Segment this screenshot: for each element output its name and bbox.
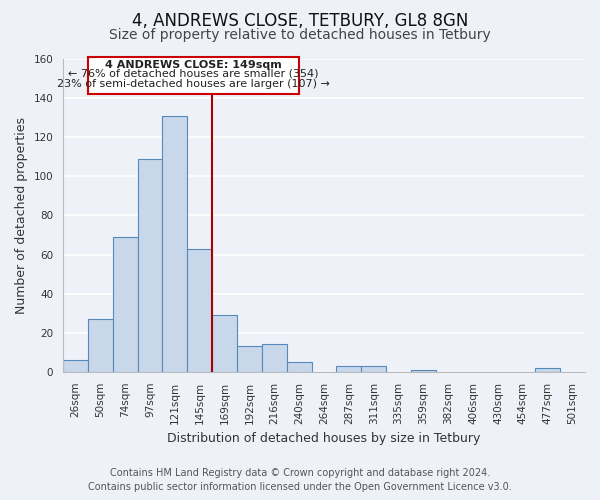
Bar <box>113 237 137 372</box>
Text: 4, ANDREWS CLOSE, TETBURY, GL8 8GN: 4, ANDREWS CLOSE, TETBURY, GL8 8GN <box>132 12 468 30</box>
Bar <box>287 362 311 372</box>
Bar <box>237 346 262 372</box>
Y-axis label: Number of detached properties: Number of detached properties <box>15 117 28 314</box>
Text: 4 ANDREWS CLOSE: 149sqm: 4 ANDREWS CLOSE: 149sqm <box>105 60 282 70</box>
FancyBboxPatch shape <box>88 57 299 94</box>
Text: 23% of semi-detached houses are larger (107) →: 23% of semi-detached houses are larger (… <box>57 78 330 88</box>
Bar <box>361 366 386 372</box>
Bar <box>187 248 212 372</box>
Bar <box>88 319 113 372</box>
Bar <box>137 158 163 372</box>
Bar <box>337 366 361 372</box>
Text: ← 76% of detached houses are smaller (354): ← 76% of detached houses are smaller (35… <box>68 69 319 79</box>
Text: Size of property relative to detached houses in Tetbury: Size of property relative to detached ho… <box>109 28 491 42</box>
Bar <box>262 344 287 372</box>
Bar <box>163 116 187 372</box>
Bar <box>212 315 237 372</box>
Bar <box>411 370 436 372</box>
Text: Contains HM Land Registry data © Crown copyright and database right 2024.
Contai: Contains HM Land Registry data © Crown c… <box>88 468 512 492</box>
X-axis label: Distribution of detached houses by size in Tetbury: Distribution of detached houses by size … <box>167 432 481 445</box>
Bar <box>63 360 88 372</box>
Bar <box>535 368 560 372</box>
